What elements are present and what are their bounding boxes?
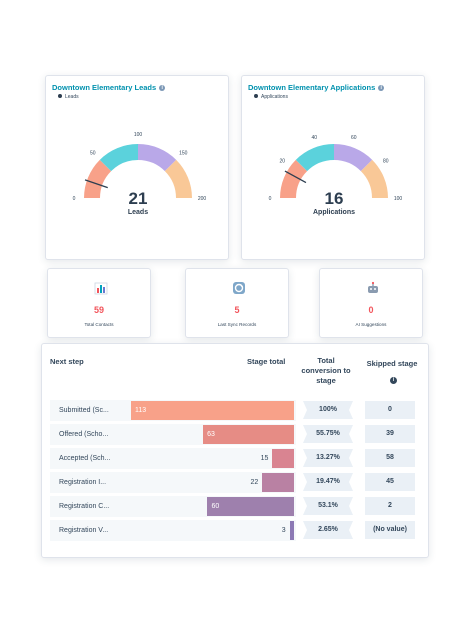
funnel-bar[interactable] [262, 473, 294, 492]
gauge-band [164, 159, 192, 198]
total-contacts-value: 59 [93, 305, 104, 315]
applications-gauge-unit: Applications [312, 209, 355, 216]
funnel-row-label: Registration V... [59, 527, 109, 534]
applications-gauge-title: Downtown Elementary Applications i [248, 83, 385, 92]
last-sync-records-value: 5 [234, 305, 240, 315]
conversion-value: 53.1% [303, 497, 353, 515]
leads-gauge-unit: Leads [127, 209, 149, 216]
gauge-tick-label: 100 [134, 132, 143, 138]
info-icon[interactable]: i [159, 85, 166, 91]
gauge-tick-label: 20 [279, 158, 285, 164]
gauge-tick-label: 100 [394, 196, 403, 202]
leads-gauge-legend: Leads [58, 94, 79, 100]
funnel-row-label: Offered (Scho... [59, 431, 109, 438]
bar-chart-icon [94, 282, 108, 295]
info-icon[interactable]: i [390, 377, 397, 384]
skipped-value: 58 [365, 449, 415, 467]
gauge-tick-label: 150 [179, 151, 188, 157]
leads-gauge-value: 21 [128, 189, 148, 208]
gauge-tick-label: 0 [73, 196, 76, 202]
ai-suggestions-card: 0 AI Suggestions [319, 268, 423, 338]
ai-suggestions-value: 0 [368, 305, 374, 315]
funnel-bar-value: 60 [211, 503, 220, 510]
applications-gauge-value: 16 [324, 189, 344, 208]
gauge-band [280, 159, 308, 198]
next-step-header: Next step [50, 357, 84, 366]
applications-gauge-card: Downtown Elementary Applications i Applic… [241, 75, 425, 260]
skipped-value: 45 [365, 473, 415, 491]
total-contacts-card: 59 Total Contacts [47, 268, 151, 338]
skipped-value: 0 [365, 401, 415, 419]
funnel-row[interactable] [50, 520, 296, 541]
funnel-bar[interactable] [272, 449, 294, 468]
funnel-row-label: Accepted (Sch... [59, 455, 111, 462]
gauge-tick-label: 50 [90, 151, 96, 157]
funnel-bar-value: 22 [250, 479, 259, 486]
gauge-tick-label: 80 [383, 158, 389, 164]
funnel-row[interactable] [50, 472, 296, 493]
funnel-bar[interactable] [289, 521, 294, 540]
gauge-needle [284, 170, 307, 184]
applications-gauge-legend: Applications [254, 94, 288, 100]
funnel-row-label: Submitted (Sc... [59, 407, 109, 414]
info-icon[interactable]: i [378, 85, 385, 91]
gauge-band [138, 144, 177, 172]
last-sync-records-card: 5 Last Sync Records [185, 268, 289, 338]
funnel-bar-value: 15 [260, 455, 269, 462]
conversion-value: 19.47% [303, 473, 353, 491]
funnel-row-label: Registration C... [59, 503, 110, 510]
conversion-value: 2.65% [303, 521, 353, 539]
gauge-tick-label: 40 [311, 135, 317, 141]
conversion-value: 100% [303, 401, 353, 419]
funnel-bar[interactable] [131, 401, 294, 420]
last-sync-records-label: Last Sync Records [217, 322, 257, 327]
total-conversion-header: Total conversion to stage [301, 356, 351, 385]
funnel-bar-value: 113 [135, 407, 147, 414]
gauge-needle [84, 179, 108, 189]
legend-dot-icon [58, 94, 62, 98]
funnel-bar-value: 3 [281, 527, 286, 534]
gauge-tick-label: 200 [198, 196, 207, 202]
conversion-value: 13.27% [303, 449, 353, 467]
applications-gauge-chart: 0 20 40 60 80 100 [269, 135, 403, 202]
gauge-band [99, 144, 138, 172]
funnel-bar[interactable] [203, 425, 294, 444]
funnel-bar-value: 63 [207, 431, 215, 438]
gauge-band [84, 159, 112, 198]
skipped-stage-header: Skipped stage i [366, 359, 418, 384]
leads-gauge-title: Downtown Elementary Leads i [52, 83, 166, 92]
funnel-row-label: Registration I... [59, 479, 107, 486]
skipped-value: 39 [365, 425, 415, 443]
skipped-value: (No value) [365, 521, 415, 539]
skipped-value: 2 [365, 497, 415, 515]
sync-icon [233, 282, 245, 294]
ai-suggestions-label: AI Suggestions [355, 322, 387, 327]
gauge-tick-label: 60 [351, 135, 357, 141]
gauge-band [334, 144, 373, 172]
conversion-value: 55.75% [303, 425, 353, 443]
gauge-band [360, 159, 388, 198]
gauge-tick-label: 0 [269, 196, 272, 202]
funnel-bar[interactable] [207, 497, 294, 516]
legend-dot-icon [254, 94, 258, 98]
robot-icon [368, 281, 378, 293]
funnel-card: Next step Stage total Total conversion t… [41, 343, 429, 558]
stage-total-header: Stage total [247, 357, 286, 366]
leads-gauge-card: Downtown Elementary Leads i Leads 0 50 100 1… [45, 75, 229, 260]
leads-gauge-chart: 0 50 100 150 200 [73, 132, 207, 202]
funnel-row[interactable] [50, 448, 296, 469]
total-contacts-label: Total Contacts [84, 322, 114, 327]
gauge-band [295, 144, 334, 172]
